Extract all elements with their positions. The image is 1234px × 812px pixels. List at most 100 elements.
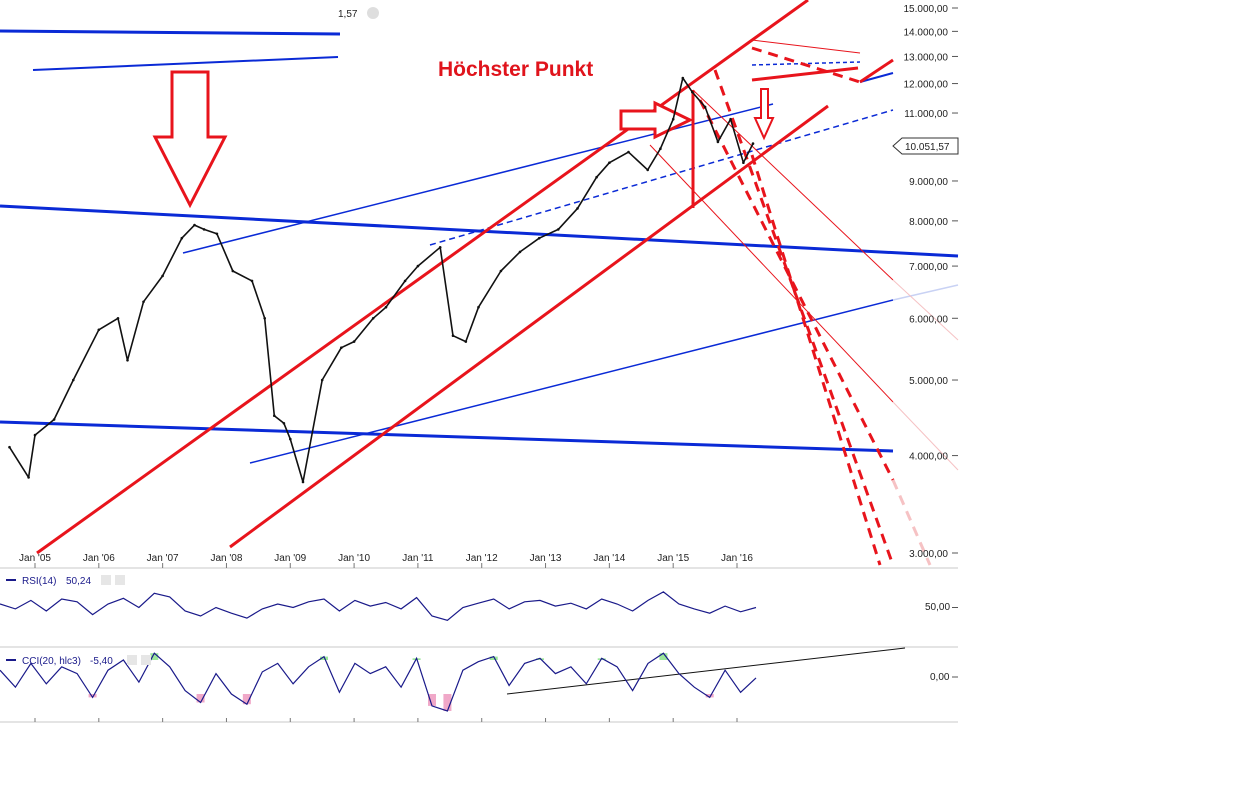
price-point: [627, 150, 630, 154]
x-label: Jan '07: [147, 553, 179, 564]
price-point: [340, 346, 343, 350]
price-point: [691, 90, 694, 94]
cci-oversold-fill: [443, 694, 452, 711]
cci-legend: CCI(20, hlc3) -5,40: [6, 655, 151, 667]
price-tick-label: 14.000,00: [904, 27, 949, 38]
price-point: [180, 236, 184, 240]
red-dashed-top: [751, 46, 861, 84]
price-point: [273, 414, 276, 418]
top-value-label: 1,57: [338, 9, 358, 20]
x-label: Jan '12: [466, 553, 498, 564]
red-thin-top: [751, 39, 861, 54]
cci-overbought-fill: [320, 656, 328, 660]
price-point: [716, 140, 720, 144]
price-point: [215, 232, 219, 236]
price-point: [499, 269, 503, 273]
red-dashed-down-1-faded: [891, 479, 932, 566]
price-point: [576, 207, 579, 210]
cci-line: [0, 652, 757, 712]
cci-oversold-fill: [242, 694, 251, 705]
price-point: [742, 161, 745, 164]
price-point: [403, 279, 407, 283]
price-axis: 3.000,00 4.000,00 5.000,00 6.000,00 7.000,00…: [904, 4, 958, 560]
cci-oversold-fill: [428, 694, 436, 706]
red-thin-down-2: [649, 144, 894, 403]
price-tick-label: 3.000,00: [909, 549, 948, 560]
x-axis-labels: Jan '05 Jan '06 Jan '07 Jan '08 Jan '09 Jan '…: [19, 553, 753, 722]
blue-trend-line-2-faded: [892, 284, 959, 301]
right-arrow-icon: [619, 100, 694, 140]
x-label: Jan '08: [210, 553, 242, 564]
cci-oversold-fill: [88, 694, 97, 698]
small-down-arrow-icon: [753, 88, 775, 141]
cci-settings-icon[interactable]: [141, 655, 151, 665]
current-value-badge: 10.051,57: [892, 137, 959, 155]
price-point: [729, 117, 732, 121]
x-label: Jan '05: [19, 553, 51, 564]
red-dashed-down-1: [698, 99, 895, 481]
price-point: [671, 117, 675, 121]
x-label: Jan '09: [274, 553, 306, 564]
rsi-settings-icon[interactable]: [115, 575, 125, 585]
cci-pane: [0, 652, 958, 712]
price-point: [250, 279, 254, 283]
pane-frames: [0, 567, 958, 723]
price-point: [282, 422, 286, 425]
price-point: [142, 300, 145, 304]
rsi-pane: [0, 591, 958, 621]
price-point: [557, 228, 560, 231]
price-point: [681, 76, 685, 80]
cci-overbought-fill: [659, 653, 668, 660]
price-point: [659, 147, 662, 150]
rsi-line: [0, 591, 757, 621]
blue-trend-line-2: [249, 299, 894, 464]
price-point: [595, 175, 598, 179]
price-tick-label: 11.000,00: [904, 109, 948, 120]
price-point: [301, 480, 305, 484]
price-point: [371, 317, 375, 320]
price-point: [320, 378, 324, 382]
cci-label: CCI(20, hlc3): [22, 656, 81, 667]
price-tick-label: 6.000,00: [909, 314, 948, 325]
settings-icon[interactable]: [367, 7, 379, 19]
price-point: [703, 105, 707, 109]
red-dashed-down-3: [750, 154, 882, 566]
price-point: [477, 305, 480, 309]
price-point: [33, 433, 37, 437]
blue-support-line-lower: [0, 420, 894, 453]
price-point: [289, 437, 292, 441]
price-point: [231, 269, 235, 273]
red-line-right: [859, 58, 894, 84]
red-thin-down-2-faded: [892, 401, 959, 471]
price-point: [263, 317, 267, 320]
price-point: [72, 378, 75, 382]
rsi-axis-label: 50,00: [925, 602, 950, 613]
blue-line-right: [859, 72, 894, 83]
red-channel-lower: [229, 104, 829, 549]
blue-top-line-lower: [32, 56, 339, 71]
x-label: Jan '10: [338, 553, 370, 564]
price-point: [202, 228, 206, 231]
price-point: [537, 236, 541, 240]
price-point: [438, 246, 442, 249]
blue-top-line: [0, 29, 341, 36]
price-tick-label: 5.000,00: [909, 376, 948, 387]
blue-dashed-line: [429, 109, 894, 246]
price-line: [8, 77, 754, 483]
rsi-close-icon[interactable]: [101, 575, 111, 585]
x-label: Jan '11: [402, 553, 434, 564]
price-tick-label: 12.000,00: [904, 80, 949, 91]
price-point: [193, 223, 196, 227]
cci-overbought-fill: [150, 653, 159, 660]
cci-trendline: [506, 647, 906, 695]
price-point: [518, 250, 522, 254]
rsi-legend: RSI(14) 50,24: [6, 575, 125, 587]
price-series: [8, 76, 755, 484]
cci-axis-label: 0,00: [930, 672, 950, 683]
price-point: [161, 274, 164, 278]
cci-oversold-fill: [705, 694, 714, 698]
cci-close-icon[interactable]: [127, 655, 137, 665]
down-arrow-icon: [152, 70, 228, 209]
price-point: [646, 168, 649, 172]
